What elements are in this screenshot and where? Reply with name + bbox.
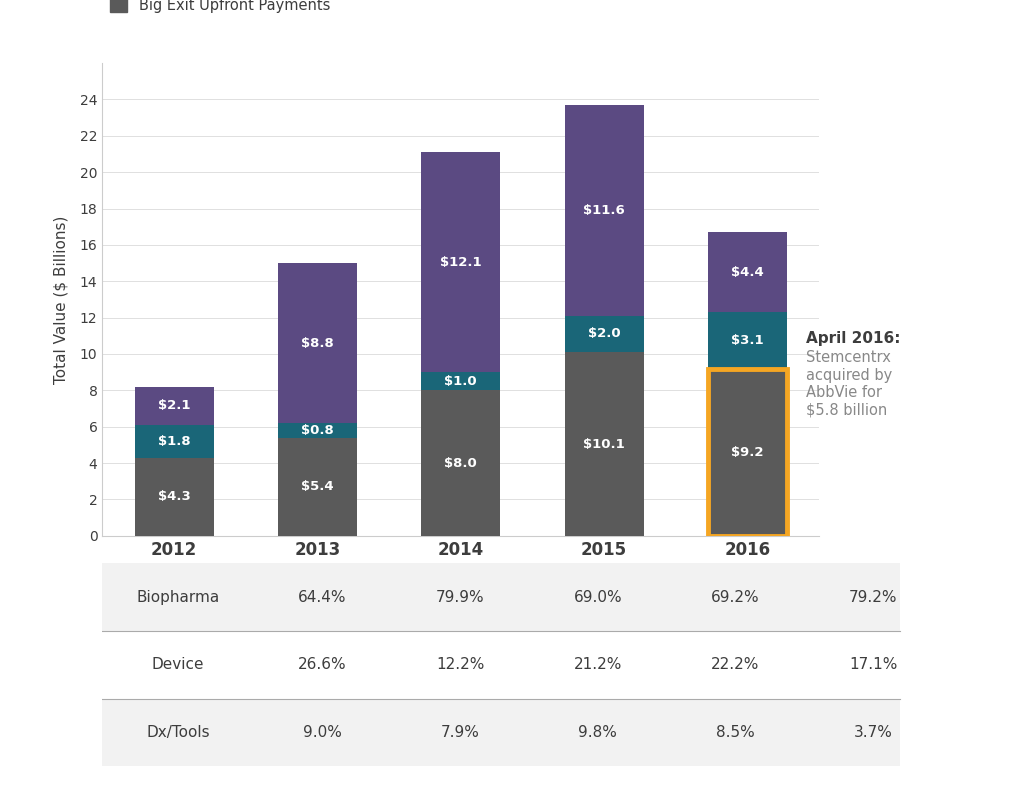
Bar	[709, 312, 787, 369]
Text: $8.0: $8.0	[444, 456, 477, 470]
Text: $4.4: $4.4	[731, 266, 764, 279]
Bar	[134, 458, 213, 536]
Text: $9.2: $9.2	[731, 446, 764, 459]
FancyBboxPatch shape	[102, 631, 900, 698]
Text: Stemcentrx
acquired by
AbbVie for
$5.8 billion: Stemcentrx acquired by AbbVie for $5.8 b…	[806, 351, 892, 418]
Text: 9.0%: 9.0%	[303, 725, 342, 740]
Bar	[278, 263, 356, 423]
Text: 22.2%: 22.2%	[712, 657, 760, 672]
Text: $3.1: $3.1	[731, 334, 764, 347]
Text: $5.4: $5.4	[301, 480, 334, 493]
Text: 9.8%: 9.8%	[579, 725, 617, 740]
Text: 7.9%: 7.9%	[440, 725, 479, 740]
Bar	[564, 105, 643, 316]
Text: 8.5%: 8.5%	[716, 725, 755, 740]
FancyBboxPatch shape	[102, 698, 900, 766]
Text: 12.2%: 12.2%	[436, 657, 484, 672]
FancyBboxPatch shape	[102, 563, 900, 631]
Bar	[564, 352, 643, 536]
Bar	[564, 316, 643, 352]
Bar	[278, 437, 356, 536]
Text: 17.1%: 17.1%	[849, 657, 897, 672]
Text: $11.6: $11.6	[584, 204, 625, 217]
Text: $1.8: $1.8	[158, 435, 190, 448]
Text: $10.1: $10.1	[584, 437, 625, 451]
Bar	[709, 232, 787, 312]
Text: $12.1: $12.1	[440, 255, 481, 269]
Text: 64.4%: 64.4%	[298, 589, 347, 604]
Text: $8.8: $8.8	[301, 336, 334, 350]
Bar	[134, 387, 213, 425]
Text: $1.0: $1.0	[444, 375, 477, 388]
Bar	[422, 152, 500, 372]
Text: 79.2%: 79.2%	[849, 589, 897, 604]
Bar	[278, 423, 356, 437]
Text: 21.2%: 21.2%	[573, 657, 622, 672]
Text: $0.8: $0.8	[301, 424, 334, 437]
Legend: Pre-Money IPO Value, Big Exit Milestones to be Earned, Big Exit Upfront Payments: Pre-Money IPO Value, Big Exit Milestones…	[110, 0, 376, 13]
Y-axis label: Total Value ($ Billions): Total Value ($ Billions)	[53, 215, 69, 384]
Bar	[422, 372, 500, 390]
Bar	[422, 390, 500, 536]
Text: $2.1: $2.1	[158, 400, 190, 412]
Text: 3.7%: 3.7%	[854, 725, 893, 740]
Text: 69.2%: 69.2%	[712, 589, 760, 604]
Bar	[709, 369, 787, 536]
Text: 26.6%: 26.6%	[298, 657, 347, 672]
Text: $2.0: $2.0	[588, 328, 621, 340]
Text: Dx/Tools: Dx/Tools	[146, 725, 210, 740]
Bar	[709, 369, 787, 536]
Text: April 2016:: April 2016:	[806, 331, 900, 346]
Bar	[134, 425, 213, 458]
Text: 79.9%: 79.9%	[436, 589, 484, 604]
Text: $4.3: $4.3	[158, 490, 190, 504]
Text: 69.0%: 69.0%	[573, 589, 623, 604]
Text: Biopharma: Biopharma	[136, 589, 219, 604]
Text: Device: Device	[152, 657, 204, 672]
